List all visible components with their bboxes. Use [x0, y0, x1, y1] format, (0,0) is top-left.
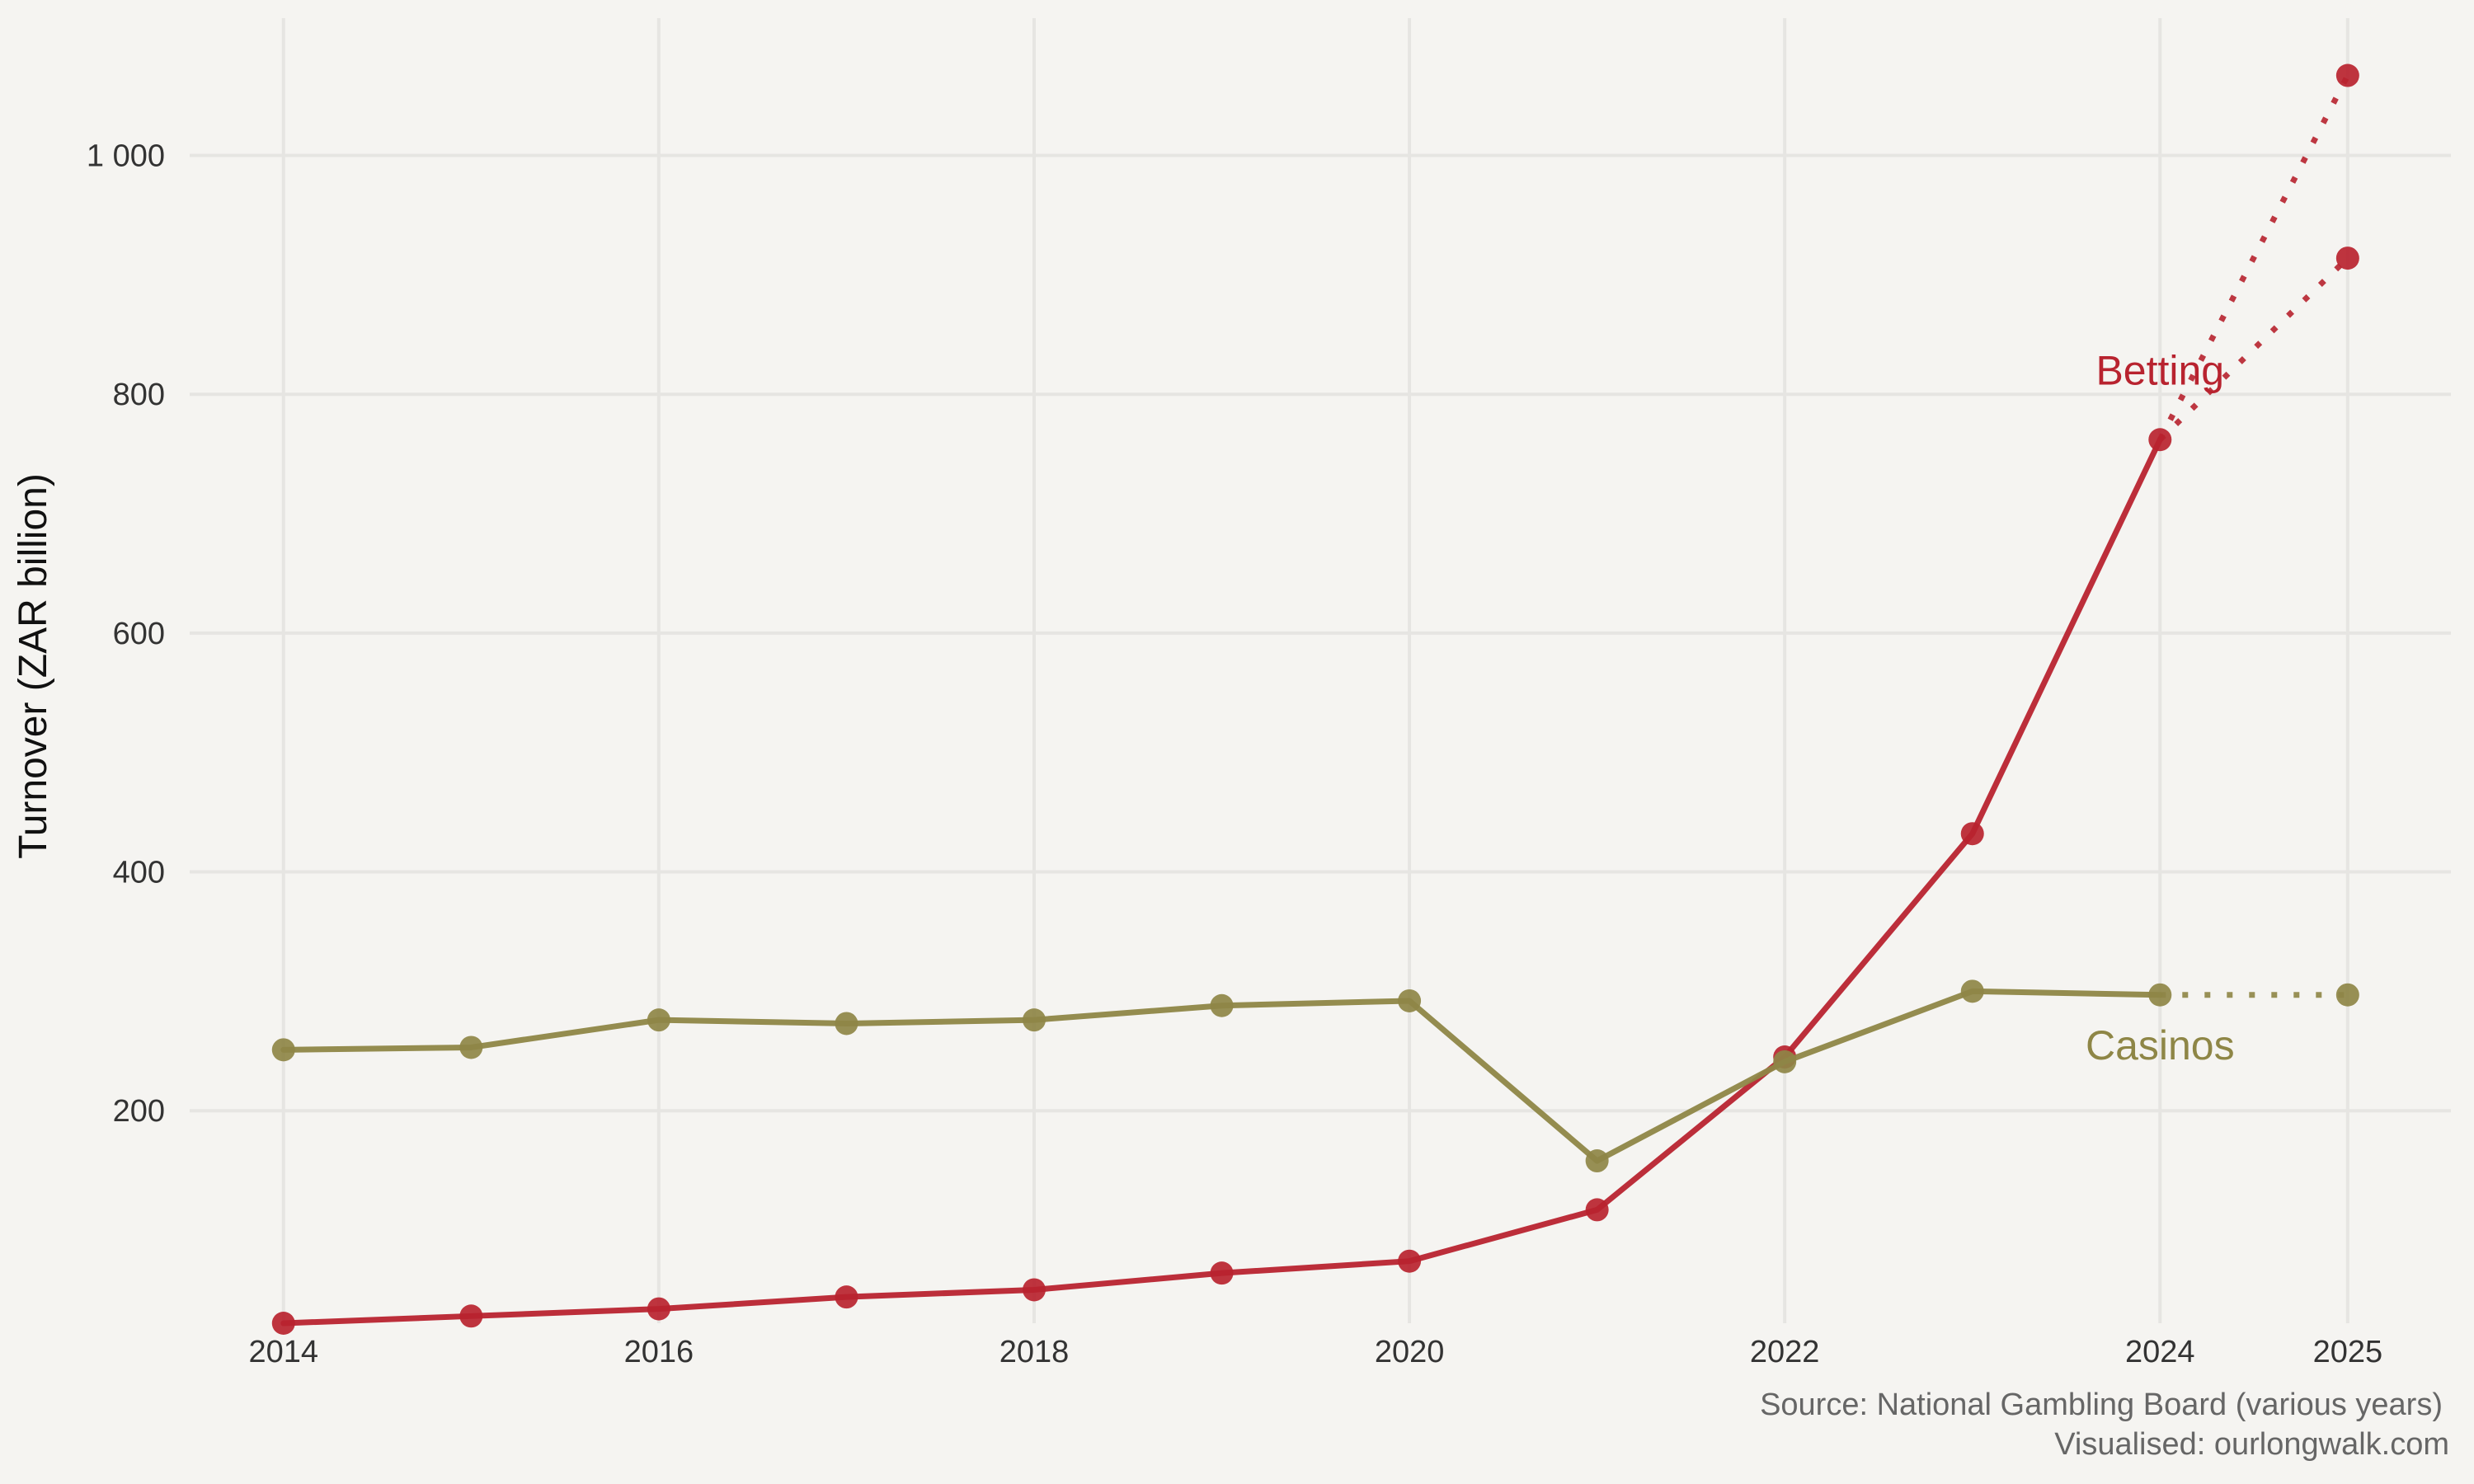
x-tick-label: 2014: [249, 1335, 319, 1369]
x-tick-label: 2020: [1375, 1335, 1445, 1369]
casinos-point: [271, 1038, 295, 1062]
y-tick-label: 1 000: [87, 139, 165, 174]
y-tick-label: 600: [113, 617, 165, 651]
series-labels: Betting Casinos: [2086, 348, 2235, 1068]
y-axis-title: Turnover (ZAR billion): [12, 473, 55, 859]
casinos-point: [1210, 993, 1234, 1017]
casinos-point: [1585, 1149, 1609, 1173]
betting-point: [1022, 1278, 1046, 1302]
casinos-point: [2148, 983, 2172, 1007]
betting-point: [1585, 1198, 1609, 1222]
visualised-caption: Visualised: ourlongwalk.com: [2054, 1427, 2449, 1462]
betting-line: [280, 436, 2163, 1327]
x-tick-label: 2022: [1750, 1335, 1820, 1369]
casinos-point: [647, 1008, 670, 1032]
x-tick-label: 2025: [2313, 1335, 2383, 1369]
betting-point: [271, 1312, 295, 1335]
betting-point: [1210, 1261, 1234, 1285]
casinos-point: [1022, 1008, 1046, 1032]
casinos-point: [1773, 1050, 1797, 1073]
source-caption: Source: National Gambling Board (various…: [1760, 1388, 2443, 1422]
series-lines: [271, 63, 2359, 1335]
betting-projection-point: [2335, 247, 2359, 270]
y-tick-label: 400: [113, 856, 165, 890]
betting-point: [2148, 428, 2172, 452]
gridlines: [190, 18, 2451, 1323]
betting-projection-point: [2335, 63, 2359, 87]
x-tick-label: 2018: [999, 1335, 1070, 1369]
betting-series: [271, 63, 2359, 1335]
betting-point: [1398, 1249, 1422, 1273]
x-tick-label: 2016: [624, 1335, 694, 1369]
casinos-point: [835, 1012, 858, 1036]
y-axis-ticks: 200 400 600 800 1 000: [87, 139, 165, 1129]
casinos-series: [271, 979, 2359, 1173]
betting-point: [835, 1285, 858, 1309]
betting-series-label: Betting: [2095, 348, 2224, 394]
y-tick-label: 800: [113, 378, 165, 412]
betting-point: [647, 1297, 670, 1321]
casinos-projection-point: [2335, 983, 2359, 1007]
casinos-series-label: Casinos: [2086, 1022, 2235, 1068]
x-axis-ticks: 2014 2016 2018 2020 2022 2024 2025: [249, 1335, 2383, 1369]
betting-projection-line: [2157, 73, 2350, 441]
betting-point: [1960, 822, 1984, 846]
casinos-point: [1398, 989, 1422, 1012]
casinos-point: [1960, 979, 1984, 1003]
x-tick-label: 2024: [2125, 1335, 2195, 1369]
casinos-point: [459, 1036, 483, 1059]
y-tick-label: 200: [113, 1094, 165, 1129]
betting-point: [459, 1304, 483, 1328]
